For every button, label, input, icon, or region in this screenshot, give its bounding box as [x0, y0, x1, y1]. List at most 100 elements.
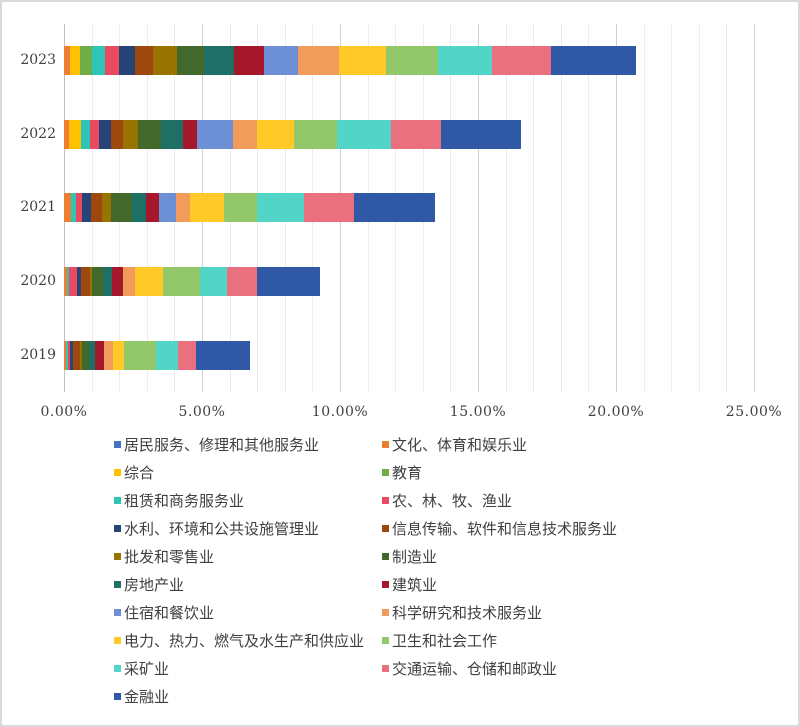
- x-tick-label: 15.00%: [449, 404, 507, 420]
- gridline: [643, 24, 645, 392]
- legend-item: 电力、热力、燃气及水生产和供应业: [114, 630, 382, 650]
- bar-segment: [203, 46, 234, 75]
- legend-item: 居民服务、修理和其他服务业: [114, 434, 382, 454]
- legend-label: 水利、环境和公共设施管理业: [124, 519, 320, 538]
- legend-item: 信息传输、软件和信息技术服务业: [382, 518, 682, 538]
- bar-segment: [89, 120, 99, 149]
- legend-label: 信息传输、软件和信息技术服务业: [392, 519, 618, 538]
- bar-segment: [293, 120, 338, 149]
- x-tick-label: 0.00%: [40, 404, 88, 420]
- bar-segment: [162, 267, 200, 296]
- bar-segment: [155, 341, 178, 370]
- bar-segment: [67, 341, 70, 370]
- bar-segment: [64, 46, 71, 75]
- bar-segment: [99, 120, 111, 149]
- legend-item: 金融业: [114, 686, 382, 706]
- legend-swatch-icon: [114, 608, 121, 616]
- legend-item: 农、林、牧、渔业: [382, 490, 682, 510]
- bar-segment: [134, 267, 163, 296]
- x-tick-label: 25.00%: [725, 404, 783, 420]
- bar-segment: [233, 46, 265, 75]
- gridline: [450, 24, 452, 392]
- bar-segment: [183, 120, 198, 149]
- legend-item: 采矿业: [114, 658, 382, 678]
- legend-item: 科学研究和技术服务业: [382, 602, 682, 622]
- bar-segment: [226, 267, 257, 296]
- bar-segment: [112, 341, 124, 370]
- bar-segment: [81, 193, 91, 222]
- bar-segment: [134, 46, 153, 75]
- bar-segment: [111, 193, 133, 222]
- legend-item: 文化、体育和娱乐业: [382, 434, 682, 454]
- legend-label: 文化、体育和娱乐业: [392, 435, 528, 454]
- y-tick-label: 2021: [20, 199, 56, 215]
- bar-segment: [91, 46, 105, 75]
- legend: 居民服务、修理和其他服务业 文化、体育和娱乐业 综合 教育 租赁和商务服务业 农、林、牧、…: [114, 434, 754, 706]
- legend-item: 批发和零售业: [114, 546, 382, 566]
- bar-segment: [104, 46, 119, 75]
- bar-segment: [67, 267, 69, 296]
- bar-segment: [190, 193, 225, 222]
- bar-segment: [132, 193, 147, 222]
- legend-swatch-icon: [114, 468, 121, 476]
- bar-segment: [257, 193, 305, 222]
- legend-swatch-icon: [114, 580, 121, 588]
- bar-segment: [256, 120, 294, 149]
- bar-segment: [64, 341, 66, 370]
- bar-segment: [177, 341, 196, 370]
- gridline: [478, 24, 479, 392]
- legend-item: 建筑业: [382, 574, 682, 594]
- legend-swatch-icon: [382, 524, 389, 532]
- legend-swatch-icon: [382, 496, 389, 504]
- bar-segment: [91, 267, 103, 296]
- y-tick-label: 2023: [20, 52, 56, 68]
- bar-segment: [152, 46, 177, 75]
- bar-segment: [65, 341, 68, 370]
- legend-item: 制造业: [382, 546, 682, 566]
- plot-area: [64, 24, 755, 392]
- y-tick-label: 2019: [20, 347, 56, 363]
- legend-label: 居民服务、修理和其他服务业: [124, 435, 320, 454]
- legend-swatch-icon: [382, 440, 389, 448]
- legend-label: 租赁和商务服务业: [124, 491, 245, 510]
- gridline: [698, 24, 700, 392]
- legend-label: 农、林、牧、渔业: [392, 491, 513, 510]
- bar-segment: [89, 267, 92, 296]
- bar-segment: [81, 341, 89, 370]
- bar-segment: [80, 120, 90, 149]
- bar-segment: [70, 193, 76, 222]
- bar-segment: [224, 193, 258, 222]
- bar-segment: [337, 120, 392, 149]
- bar-segment: [79, 341, 82, 370]
- legend-swatch-icon: [382, 552, 389, 560]
- bar-segment: [123, 341, 156, 370]
- bar-segment: [437, 46, 492, 75]
- bar-segment: [103, 341, 113, 370]
- bar-segment: [79, 46, 92, 75]
- bar-segment: [160, 120, 184, 149]
- bar-segment: [159, 193, 177, 222]
- legend-swatch-icon: [114, 524, 121, 532]
- bar-segment: [176, 193, 191, 222]
- legend-item: 住宿和餐饮业: [114, 602, 382, 622]
- bar-segment: [64, 193, 71, 222]
- bar-segment: [94, 341, 104, 370]
- legend-swatch-icon: [114, 552, 121, 560]
- bar-segment: [199, 267, 227, 296]
- legend-label: 房地产业: [124, 575, 185, 594]
- bar-segment: [197, 120, 233, 149]
- x-tick-label: 5.00%: [178, 404, 226, 420]
- bar-segment: [75, 193, 82, 222]
- legend-swatch-icon: [382, 580, 389, 588]
- legend-swatch-icon: [114, 664, 121, 672]
- legend-item: 教育: [382, 462, 682, 482]
- gridline: [671, 24, 673, 392]
- bar-segment: [64, 267, 68, 296]
- bar-segment: [110, 120, 123, 149]
- bar-segment: [491, 46, 551, 75]
- bar-segment: [146, 193, 160, 222]
- gridline: [726, 24, 728, 392]
- bar-segment: [385, 46, 438, 75]
- bar-segment: [68, 120, 81, 149]
